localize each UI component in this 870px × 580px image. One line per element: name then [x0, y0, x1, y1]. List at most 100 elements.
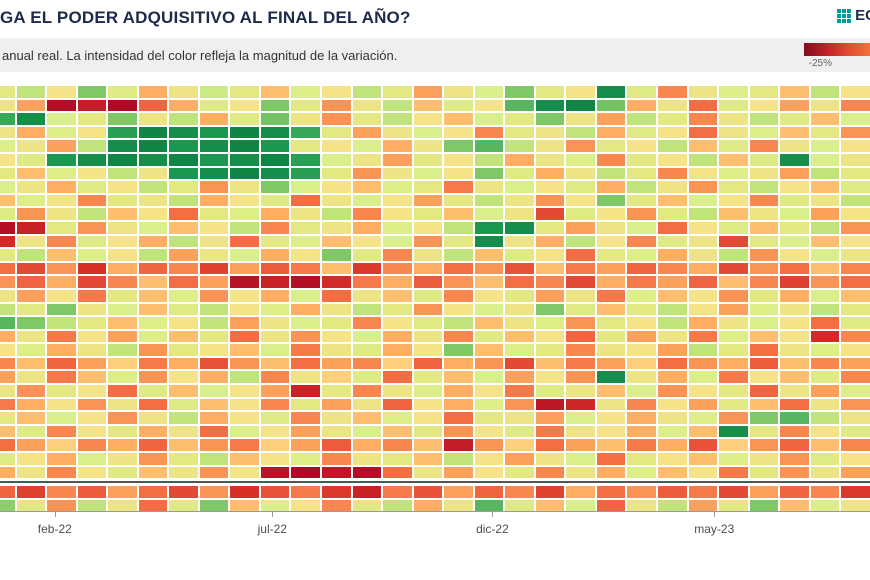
heatmap-cell[interactable]: [108, 153, 137, 166]
heatmap-cell[interactable]: [169, 303, 198, 316]
heatmap-cell[interactable]: [352, 221, 382, 234]
heatmap-cell[interactable]: [658, 317, 687, 329]
heatmap-cell[interactable]: [658, 289, 687, 302]
heatmap-cell[interactable]: [596, 303, 626, 316]
heatmap-cell[interactable]: [77, 499, 107, 512]
heatmap-cell[interactable]: [230, 398, 259, 411]
heatmap-cell[interactable]: [749, 453, 779, 465]
heatmap-cell[interactable]: [77, 317, 107, 329]
heatmap-cell[interactable]: [658, 486, 687, 498]
heatmap-cell[interactable]: [474, 303, 504, 316]
heatmap-cell[interactable]: [749, 371, 779, 384]
heatmap-cell[interactable]: [719, 425, 748, 438]
heatmap-cell[interactable]: [688, 357, 718, 370]
heatmap-cell[interactable]: [291, 140, 321, 152]
heatmap-cell[interactable]: [535, 412, 565, 424]
heatmap-cell[interactable]: [719, 235, 748, 248]
heatmap-cell[interactable]: [16, 466, 46, 479]
heatmap-cell[interactable]: [627, 262, 657, 275]
heatmap-cell[interactable]: [749, 412, 779, 424]
heatmap-cell[interactable]: [291, 99, 321, 112]
heatmap-cell[interactable]: [841, 499, 870, 512]
heatmap-cell[interactable]: [474, 439, 504, 452]
heatmap-cell[interactable]: [749, 126, 779, 139]
heatmap-cell[interactable]: [749, 235, 779, 248]
heatmap-cell[interactable]: [841, 439, 870, 452]
heatmap-cell[interactable]: [0, 330, 15, 343]
heatmap-cell[interactable]: [688, 398, 718, 411]
heatmap-cell[interactable]: [383, 303, 412, 316]
heatmap-cell[interactable]: [291, 221, 321, 234]
heatmap-cell[interactable]: [77, 208, 107, 220]
heatmap-cell[interactable]: [688, 466, 718, 479]
heatmap-cell[interactable]: [291, 181, 321, 193]
heatmap-cell[interactable]: [658, 194, 687, 207]
heatmap-cell[interactable]: [0, 113, 15, 125]
heatmap-cell[interactable]: [413, 486, 443, 498]
heatmap-cell[interactable]: [230, 249, 259, 261]
heatmap-cell[interactable]: [16, 86, 46, 98]
heatmap-cell[interactable]: [352, 86, 382, 98]
heatmap-cell[interactable]: [169, 262, 198, 275]
heatmap-cell[interactable]: [505, 385, 534, 397]
heatmap-cell[interactable]: [47, 499, 76, 512]
heatmap-cell[interactable]: [138, 439, 168, 452]
heatmap-cell[interactable]: [199, 357, 229, 370]
heatmap-cell[interactable]: [230, 208, 259, 220]
heatmap-cell[interactable]: [0, 194, 15, 207]
heatmap-cell[interactable]: [505, 357, 534, 370]
heatmap-cell[interactable]: [505, 412, 534, 424]
heatmap-cell[interactable]: [505, 99, 534, 112]
heatmap-cell[interactable]: [230, 486, 259, 498]
heatmap-cell[interactable]: [47, 385, 76, 397]
heatmap-cell[interactable]: [352, 425, 382, 438]
heatmap-cell[interactable]: [0, 181, 15, 193]
heatmap-cell[interactable]: [627, 99, 657, 112]
heatmap-cell[interactable]: [444, 289, 473, 302]
heatmap-cell[interactable]: [474, 167, 504, 180]
heatmap-cell[interactable]: [688, 344, 718, 356]
heatmap-cell[interactable]: [505, 486, 534, 498]
heatmap-cell[interactable]: [16, 412, 46, 424]
heatmap-cell[interactable]: [627, 412, 657, 424]
heatmap-cell[interactable]: [810, 425, 840, 438]
heatmap-cell[interactable]: [169, 357, 198, 370]
heatmap-cell[interactable]: [535, 153, 565, 166]
heatmap-cell[interactable]: [47, 357, 76, 370]
heatmap-cell[interactable]: [658, 153, 687, 166]
heatmap-cell[interactable]: [596, 249, 626, 261]
heatmap-cell[interactable]: [596, 276, 626, 288]
heatmap-cell[interactable]: [108, 499, 137, 512]
heatmap-cell[interactable]: [199, 486, 229, 498]
heatmap-cell[interactable]: [16, 486, 46, 498]
heatmap-cell[interactable]: [291, 126, 321, 139]
heatmap-cell[interactable]: [474, 276, 504, 288]
heatmap-cell[interactable]: [352, 344, 382, 356]
heatmap-cell[interactable]: [77, 371, 107, 384]
heatmap-cell[interactable]: [77, 140, 107, 152]
heatmap-cell[interactable]: [16, 385, 46, 397]
heatmap-cell[interactable]: [77, 221, 107, 234]
heatmap-cell[interactable]: [505, 194, 534, 207]
heatmap-cell[interactable]: [383, 289, 412, 302]
heatmap-cell[interactable]: [138, 99, 168, 112]
heatmap-cell[interactable]: [169, 208, 198, 220]
heatmap-cell[interactable]: [138, 499, 168, 512]
heatmap-cell[interactable]: [566, 153, 595, 166]
heatmap-cell[interactable]: [658, 499, 687, 512]
heatmap-cell[interactable]: [505, 167, 534, 180]
heatmap-cell[interactable]: [566, 262, 595, 275]
heatmap-cell[interactable]: [0, 276, 15, 288]
heatmap-cell[interactable]: [138, 140, 168, 152]
heatmap-cell[interactable]: [322, 235, 351, 248]
heatmap-cell[interactable]: [658, 371, 687, 384]
heatmap-cell[interactable]: [0, 262, 15, 275]
heatmap-cell[interactable]: [291, 262, 321, 275]
heatmap-cell[interactable]: [199, 344, 229, 356]
heatmap-cell[interactable]: [719, 249, 748, 261]
heatmap-cell[interactable]: [474, 317, 504, 329]
heatmap-cell[interactable]: [810, 344, 840, 356]
heatmap-cell[interactable]: [535, 439, 565, 452]
heatmap-cell[interactable]: [291, 371, 321, 384]
heatmap-cell[interactable]: [352, 140, 382, 152]
